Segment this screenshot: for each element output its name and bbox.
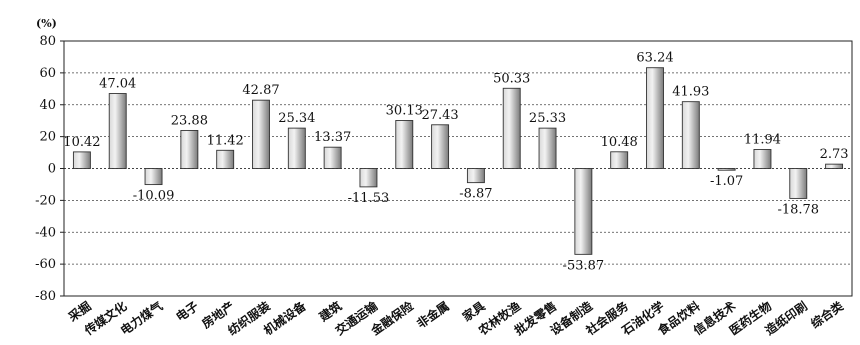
- x-tick-label: 综合类: [808, 298, 847, 332]
- y-tick-label: 20: [39, 130, 56, 145]
- bar: [431, 124, 450, 169]
- bar: [466, 168, 485, 184]
- bar: [574, 168, 593, 255]
- bar: [825, 163, 844, 169]
- y-tick-label: 0: [48, 162, 56, 177]
- x-tick-label: 电子: [173, 298, 201, 324]
- bar: [502, 87, 521, 169]
- bar: [538, 127, 557, 169]
- y-tick-label: -20: [35, 193, 56, 208]
- y-tick-label: -60: [35, 257, 56, 272]
- bar: [753, 149, 772, 169]
- bar-value-label: 13.37: [314, 130, 351, 145]
- bar-value-label: 30.13: [386, 103, 423, 118]
- bar: [72, 151, 91, 169]
- bar-value-label: 11.94: [744, 132, 781, 147]
- bar-value-label: -8.87: [459, 187, 492, 202]
- y-tick-label: -40: [35, 225, 56, 240]
- y-tick-label: 60: [39, 66, 56, 81]
- axes: [60, 40, 853, 297]
- bar-value-label: 63.24: [636, 51, 673, 66]
- bar-value-label: -1.07: [710, 174, 743, 189]
- bar: [395, 120, 414, 169]
- bar-value-label: 41.93: [672, 85, 709, 100]
- bar-value-label: 10.48: [601, 135, 638, 150]
- bar: [216, 149, 235, 169]
- y-unit-label: (%): [36, 17, 57, 30]
- bar: [359, 168, 378, 188]
- bar: [287, 127, 306, 169]
- y-tick-label: -80: [35, 289, 56, 304]
- bar: [108, 93, 127, 169]
- bar-value-label: 42.87: [242, 83, 279, 98]
- bar: [681, 101, 700, 169]
- bar: [252, 99, 270, 169]
- bar-value-label: -11.53: [348, 191, 390, 206]
- bar-value-label: 11.42: [207, 133, 244, 148]
- bar: [180, 129, 199, 169]
- bar-value-label: 25.34: [278, 111, 315, 126]
- bar-value-label: 27.43: [421, 108, 458, 123]
- y-tick-label: 80: [39, 34, 56, 49]
- bar: [717, 168, 736, 171]
- bar-value-label: 23.88: [171, 113, 208, 128]
- bar-value-label: -53.87: [563, 258, 605, 273]
- bar-value-label: -18.78: [777, 202, 819, 217]
- bar: [144, 168, 163, 186]
- bar: [323, 146, 342, 169]
- bar-value-label: 2.73: [820, 147, 849, 162]
- bar-value-label: 10.42: [63, 135, 100, 150]
- bar: [789, 168, 808, 199]
- bar: [610, 151, 629, 169]
- x-tick-label: 非金属: [414, 298, 452, 331]
- bars: [72, 67, 844, 255]
- y-tick-label: 40: [39, 98, 56, 113]
- bar-value-label: 47.04: [99, 77, 136, 92]
- bar-value-label: 25.33: [529, 111, 566, 126]
- bar: [646, 67, 664, 169]
- bar-value-label: 50.33: [493, 71, 530, 86]
- bar-value-label: -10.09: [133, 189, 175, 204]
